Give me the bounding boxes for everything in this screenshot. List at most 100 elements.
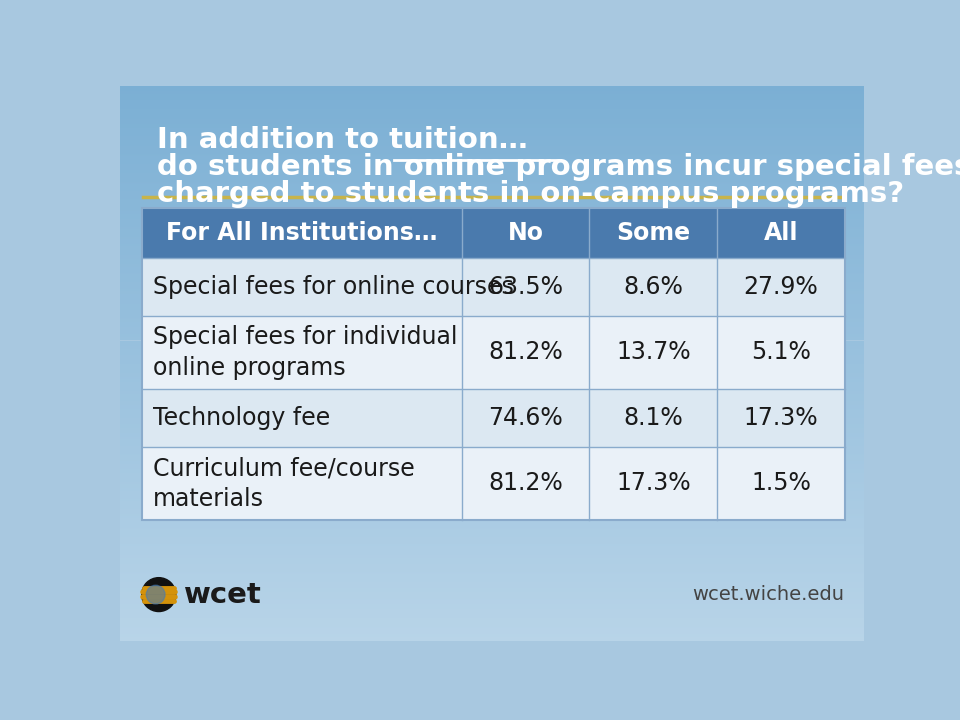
Bar bbox=[120, 168, 864, 169]
Bar bbox=[120, 554, 864, 555]
Bar bbox=[462, 446, 589, 520]
Bar bbox=[120, 220, 864, 221]
Bar bbox=[120, 542, 864, 543]
Bar bbox=[120, 522, 864, 523]
Bar bbox=[120, 555, 864, 556]
Bar bbox=[120, 575, 864, 576]
Bar bbox=[120, 637, 864, 638]
Bar bbox=[120, 514, 864, 515]
Bar bbox=[120, 205, 864, 206]
Bar bbox=[120, 325, 864, 326]
Bar bbox=[120, 218, 864, 219]
Bar bbox=[120, 494, 864, 495]
Bar bbox=[120, 410, 864, 411]
Bar bbox=[120, 393, 864, 394]
Bar bbox=[120, 313, 864, 315]
Bar bbox=[120, 426, 864, 427]
Bar bbox=[120, 432, 864, 433]
Bar bbox=[120, 94, 864, 95]
Bar bbox=[120, 409, 864, 410]
Bar bbox=[120, 589, 864, 590]
Bar bbox=[120, 553, 864, 554]
Bar bbox=[120, 492, 864, 493]
Bar bbox=[120, 355, 864, 356]
Bar bbox=[120, 345, 864, 346]
Bar bbox=[717, 316, 845, 389]
Bar bbox=[120, 476, 864, 477]
Bar bbox=[120, 263, 864, 264]
Bar bbox=[120, 276, 864, 277]
Bar bbox=[120, 607, 864, 608]
Bar bbox=[120, 485, 864, 486]
Bar bbox=[120, 549, 864, 550]
Bar bbox=[120, 423, 864, 424]
Bar bbox=[120, 586, 864, 587]
Bar bbox=[120, 278, 864, 279]
Bar bbox=[120, 290, 864, 291]
Bar bbox=[120, 265, 864, 266]
Bar bbox=[120, 366, 864, 367]
Bar bbox=[120, 427, 864, 428]
Text: 81.2%: 81.2% bbox=[488, 341, 563, 364]
Bar bbox=[120, 296, 864, 297]
Bar bbox=[120, 364, 864, 365]
Bar bbox=[120, 515, 864, 516]
Bar bbox=[120, 587, 864, 588]
Bar bbox=[120, 527, 864, 528]
Bar bbox=[120, 640, 864, 641]
Bar bbox=[120, 146, 864, 147]
Bar bbox=[120, 230, 864, 231]
Circle shape bbox=[146, 585, 165, 604]
Bar bbox=[120, 613, 864, 614]
Bar bbox=[120, 173, 864, 174]
Bar bbox=[120, 444, 864, 445]
Bar bbox=[120, 142, 864, 143]
Bar bbox=[589, 389, 717, 446]
Bar bbox=[120, 157, 864, 158]
Bar bbox=[120, 140, 864, 141]
Bar bbox=[120, 472, 864, 473]
Bar bbox=[120, 256, 864, 257]
Bar bbox=[120, 536, 864, 537]
Bar bbox=[120, 251, 864, 252]
Bar bbox=[120, 217, 864, 218]
Bar bbox=[120, 567, 864, 568]
Bar bbox=[120, 200, 864, 201]
Bar bbox=[120, 634, 864, 636]
Bar bbox=[120, 317, 864, 318]
Bar bbox=[120, 339, 864, 340]
Bar bbox=[120, 149, 864, 150]
Bar bbox=[120, 368, 864, 369]
Bar bbox=[120, 541, 864, 542]
Bar bbox=[120, 195, 864, 196]
Bar bbox=[120, 331, 864, 332]
Bar bbox=[120, 130, 864, 131]
Bar bbox=[120, 590, 864, 592]
Text: 74.6%: 74.6% bbox=[488, 406, 563, 430]
Bar bbox=[120, 250, 864, 251]
Bar bbox=[120, 399, 864, 400]
Bar bbox=[462, 389, 589, 446]
Bar bbox=[120, 269, 864, 270]
Bar bbox=[120, 207, 864, 208]
Bar bbox=[120, 559, 864, 560]
Bar bbox=[120, 327, 864, 328]
Bar bbox=[120, 405, 864, 406]
Bar bbox=[142, 208, 845, 520]
Bar bbox=[120, 335, 864, 336]
Bar bbox=[120, 562, 864, 563]
Bar bbox=[120, 123, 864, 124]
Bar bbox=[120, 462, 864, 463]
Bar bbox=[120, 197, 864, 198]
Bar bbox=[120, 87, 864, 88]
Bar bbox=[120, 457, 864, 459]
Bar bbox=[120, 571, 864, 572]
Bar bbox=[120, 114, 864, 115]
Bar bbox=[717, 389, 845, 446]
Bar bbox=[120, 556, 864, 557]
Bar bbox=[120, 601, 864, 603]
Bar bbox=[120, 612, 864, 613]
Bar bbox=[120, 294, 864, 295]
Bar bbox=[120, 189, 864, 190]
Bar bbox=[120, 418, 864, 419]
